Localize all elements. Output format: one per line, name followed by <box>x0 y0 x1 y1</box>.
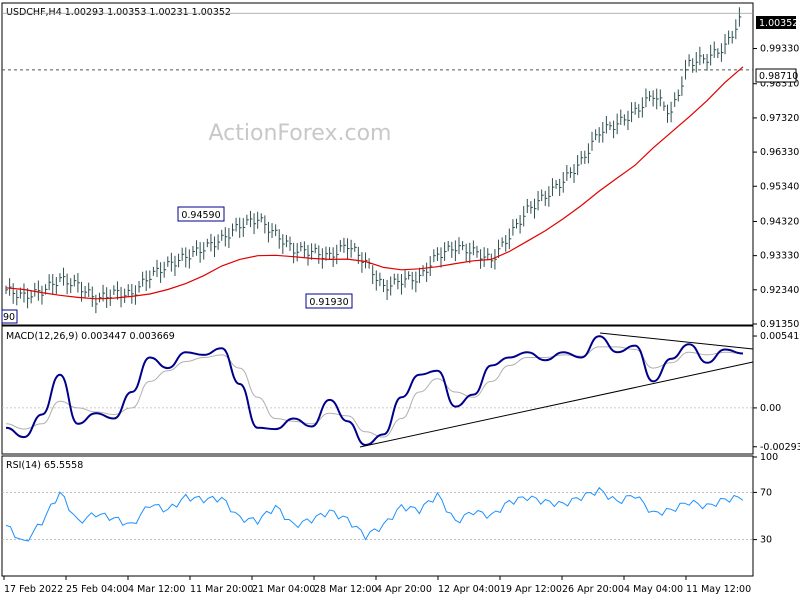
macd-tick-label: 0.00 <box>760 403 781 414</box>
price-bars <box>5 7 742 314</box>
current-price-box: 1.00352 <box>756 16 798 29</box>
time-tick-label: 4 Mar 12:00 <box>128 584 185 595</box>
rsi-axis: 100 70 30 <box>753 452 778 546</box>
price-axis: 0.99330 0.98310 0.97320 0.96330 0.95340 0.943… <box>753 44 799 330</box>
price-tick-label: 0.92340 <box>760 285 799 296</box>
macd-header: MACD(12,26,9) 0.003447 0.003669 <box>6 331 175 342</box>
price-tick-label: 0.95340 <box>760 181 799 192</box>
macd-signal-line <box>5 346 744 438</box>
annotation-high-label: 0.94590 <box>181 210 220 221</box>
price-tick-label: 0.98310 <box>760 79 799 90</box>
macd-panel-frame <box>1 325 754 455</box>
macd-upper-trendline <box>599 332 754 350</box>
macd-tick-label: 0.005419 <box>760 331 800 342</box>
price-tick-label: 0.91350 <box>760 319 799 330</box>
time-axis: 17 Feb 2022 25 Feb 04:00 4 Mar 12:00 11 Mar… <box>3 576 751 595</box>
time-tick-label: 12 Apr 04:00 <box>438 584 500 595</box>
time-tick-label: 11 Mar 20:00 <box>190 584 253 595</box>
price-tick-label: 0.96330 <box>760 147 799 158</box>
macd-line <box>5 335 744 447</box>
price-tick-label: 0.99330 <box>760 44 799 55</box>
watermark: ActionForex.com <box>209 121 392 146</box>
time-tick-label: 25 Feb 04:00 <box>66 584 128 595</box>
time-tick-label: 19 Apr 12:00 <box>500 584 562 595</box>
annotation-edge-label: 90 <box>3 312 15 323</box>
time-tick-label: 26 Apr 20:00 <box>562 584 624 595</box>
price-header: USDCHF,H4 1.00293 1.00353 1.00231 1.0035… <box>6 7 231 18</box>
rsi-tick-label: 100 <box>760 452 778 463</box>
current-price-text: 1.00352 <box>759 18 798 29</box>
time-tick-label: 28 Mar 12:00 <box>314 584 377 595</box>
annotation-high: 0.94590 <box>177 206 225 222</box>
rsi-tick-label: 30 <box>760 535 772 546</box>
time-tick-label: 4 Apr 20:00 <box>376 584 432 595</box>
price-tick-label: 0.97320 <box>760 113 799 124</box>
level-text: 0.98710 <box>759 71 798 82</box>
price-panel-frame <box>1 2 754 326</box>
time-tick-label: 21 Mar 04:00 <box>252 584 315 595</box>
time-tick-label: 17 Feb 2022 <box>4 584 63 595</box>
time-tick-label: 4 May 04:00 <box>624 584 683 595</box>
rsi-header: RSI(14) 65.5558 <box>6 460 83 471</box>
rsi-tick-label: 70 <box>760 487 772 498</box>
annotation-edge: 90 <box>1 309 18 324</box>
macd-lower-trendline <box>359 361 754 448</box>
macd-axis: 0.005419 0.00 -0.00293 <box>753 331 800 453</box>
level-box: 0.98710 <box>755 68 798 83</box>
macd-tick-label: -0.00293 <box>760 442 800 453</box>
moving-average-line <box>5 66 744 300</box>
annotation-low-label: 0.91930 <box>309 297 348 308</box>
time-tick-label: 11 May 12:00 <box>686 584 751 595</box>
rsi-panel-frame <box>1 455 754 577</box>
rsi-line <box>5 486 744 542</box>
price-tick-label: 0.94320 <box>760 216 799 227</box>
price-tick-label: 0.93330 <box>760 251 799 262</box>
annotation-low: 0.91930 <box>305 293 353 309</box>
